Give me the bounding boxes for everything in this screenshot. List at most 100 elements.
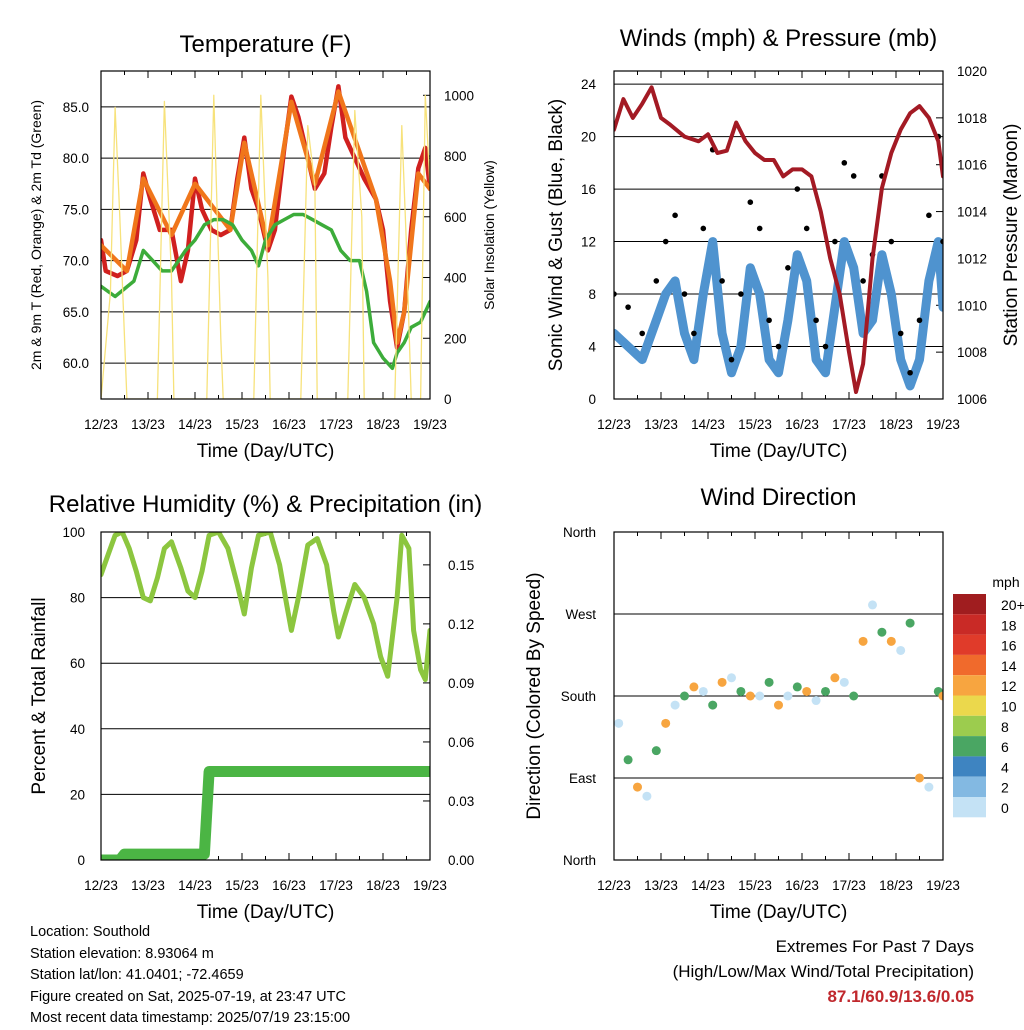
gust-point: [813, 317, 819, 324]
x-axis-label: Time (Day/UTC): [710, 902, 848, 923]
gust-point: [756, 225, 763, 232]
y-right-axis-label: Solar Insolation (Yellow): [481, 160, 497, 310]
gust-point: [860, 278, 866, 284]
gust-point: [747, 199, 754, 205]
legend-label: 20+: [1001, 597, 1024, 613]
legend-swatch: [953, 715, 986, 737]
series-precip: [101, 766, 430, 860]
y-tick-label: 65.0: [63, 305, 89, 320]
direction-point: [642, 791, 652, 801]
extremes-values: 87.1/60.9/13.6/0.05: [827, 987, 974, 1006]
gust-point: [926, 212, 932, 219]
gust-point: [897, 330, 904, 337]
y-tick-label: 60: [70, 656, 85, 671]
legend-swatch: [953, 776, 986, 797]
series-rh: [101, 532, 430, 683]
direction-point: [670, 700, 680, 710]
recent-text: Most recent data timestamp: 2025/07/19 2…: [30, 1010, 351, 1026]
direction-point: [633, 782, 642, 792]
extremes-title: Extremes For Past 7 Days: [775, 937, 974, 956]
chart-title: Winds (mph) & Pressure (mb): [620, 25, 937, 52]
x-tick-label: 13/23: [644, 878, 678, 893]
series-solar: [101, 94, 430, 399]
direction-point: [839, 677, 849, 687]
y-axis-label: Percent & Total Rainfall: [29, 597, 50, 794]
y-axis-label: 2m & 9m T (Red, Orange) & 2m Td (Green): [28, 100, 44, 370]
gust-point: [728, 356, 735, 363]
x-tick-label: 18/23: [879, 417, 913, 432]
y-right-tick-label: 0.00: [448, 853, 474, 868]
legend-swatch: [953, 654, 986, 676]
x-tick-label: 18/23: [879, 878, 913, 893]
y-right-tick-label: 0.06: [448, 735, 474, 750]
x-tick-label: 14/23: [178, 417, 212, 432]
plot-frame: [613, 70, 944, 400]
y-tick-label: 12: [581, 235, 596, 250]
y-tick-label: 60.0: [63, 356, 89, 371]
gust-point: [662, 238, 669, 245]
series-wind: [614, 237, 943, 391]
legend-label: 0: [1001, 800, 1009, 816]
y-tick-label: East: [569, 771, 596, 786]
y-tick-label: 4: [588, 340, 596, 355]
gust-point: [850, 173, 857, 179]
x-tick-label: 15/23: [225, 878, 259, 893]
chart-title: Temperature (F): [179, 31, 351, 58]
station-info: Location: Southold Station elevation: 8.…: [30, 922, 350, 1030]
chart-title: Wind Direction: [700, 484, 856, 511]
direction-point: [924, 782, 934, 792]
x-tick-label: 12/23: [597, 417, 631, 432]
y-right-tick-label: 400: [444, 271, 467, 286]
panel-4: Wind Direction 12/23 13/23 14/23 15/23 16/23 1…: [524, 484, 1024, 923]
plot-frame: [100, 531, 431, 861]
x-axis-label: Time (Day/UTC): [710, 441, 848, 462]
direction-point: [792, 682, 802, 692]
y-right-tick-label: 1014: [957, 205, 988, 220]
y-tick-label: 80: [70, 591, 85, 606]
elevation-text: Station elevation: 8.93064 m: [30, 945, 214, 962]
x-tick-label: 14/23: [691, 417, 725, 432]
y-tick-label: North: [563, 525, 596, 540]
direction-point: [764, 677, 774, 687]
legend-title: mph: [992, 574, 1019, 590]
direction-point: [727, 673, 736, 683]
y-right-tick-label: 1000: [444, 88, 474, 103]
y-right-tick-label: 600: [444, 210, 467, 225]
x-tick-label: 15/23: [738, 878, 772, 893]
direction-point: [821, 686, 830, 696]
y-tick-label: 16: [581, 182, 596, 197]
x-tick-label: 13/23: [131, 417, 165, 432]
direction-point: [736, 686, 746, 696]
x-tick-label: 13/23: [131, 878, 165, 893]
direction-point: [774, 700, 783, 710]
legend-label: 12: [1001, 678, 1017, 694]
y-right-tick-label: 0.09: [448, 676, 474, 691]
y-tick-label: 40: [70, 722, 85, 737]
y-tick-label: 0: [588, 392, 596, 407]
x-tick-label: 14/23: [178, 878, 212, 893]
direction-point: [858, 636, 868, 646]
direction-point: [680, 691, 689, 701]
legend-label: 8: [1001, 719, 1009, 735]
y-tick-label: 75.0: [63, 202, 89, 217]
legend-swatch: [953, 634, 986, 655]
series-pressure: [614, 85, 943, 394]
gust-point: [803, 225, 810, 232]
x-tick-label: 16/23: [785, 417, 819, 432]
y-tick-label: 24: [581, 77, 597, 92]
gust-point: [681, 291, 688, 297]
plot-frame: [613, 531, 944, 861]
direction-point: [689, 682, 699, 692]
gust-point: [907, 369, 913, 376]
y-right-tick-label: 1008: [957, 345, 987, 360]
y-right-tick-label: 1018: [957, 111, 987, 126]
direction-point: [745, 691, 755, 701]
x-tick-label: 15/23: [225, 417, 259, 432]
location-text: Location: Southold: [30, 924, 151, 940]
gust-point: [691, 330, 697, 337]
x-tick-label: 17/23: [319, 878, 353, 893]
direction-point: [717, 677, 727, 687]
direction-point: [708, 700, 718, 710]
direction-point: [915, 773, 924, 783]
